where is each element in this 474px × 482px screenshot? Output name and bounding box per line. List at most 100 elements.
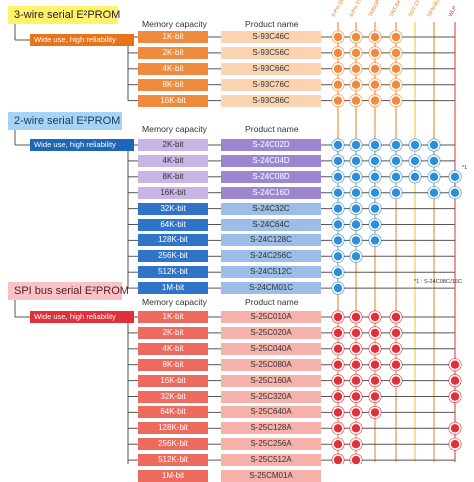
availability-dot [369, 63, 381, 75]
capacity-cell: 1M-bit [138, 282, 208, 295]
availability-dot [350, 406, 362, 419]
availability-dot-ring [389, 170, 403, 184]
availability-dot [350, 234, 362, 247]
availability-dot-ring [349, 453, 363, 464]
family-title-0: 3-wire serial E²PROM [8, 6, 120, 24]
availability-dot [350, 94, 362, 107]
availability-dot-ring [448, 170, 462, 184]
availability-dot-ring [349, 62, 363, 76]
availability-dot-ring [349, 186, 363, 200]
capacity-cell: 64K-bit [138, 218, 208, 231]
product-name-cell: S-93C86C [221, 94, 321, 107]
availability-dot [369, 155, 381, 167]
capacity-cell: 256K-bit [138, 438, 208, 451]
availability-dot [369, 78, 381, 91]
availability-dot-ring [331, 218, 345, 232]
product-name-cell: S-24C02D [221, 139, 321, 151]
availability-dot-ring [368, 405, 382, 419]
availability-dot-ring [408, 154, 422, 168]
availability-dot [369, 47, 381, 59]
availability-dot [350, 438, 362, 451]
availability-dot-ring [368, 78, 382, 92]
availability-dot [369, 406, 381, 419]
availability-dot-ring [349, 202, 363, 216]
availability-dot-ring [331, 78, 345, 92]
availability-dot-ring [349, 342, 363, 356]
availability-dot [350, 202, 362, 215]
availability-dot [409, 139, 421, 151]
availability-dot-ring [427, 170, 441, 184]
availability-dot [332, 282, 344, 294]
availability-dot-ring [368, 138, 382, 152]
availability-dot-ring [331, 138, 345, 152]
availability-dot [350, 171, 362, 183]
product-name-cell: S-24CM01C [221, 282, 321, 295]
availability-dot-ring [331, 170, 345, 184]
availability-dot [449, 374, 461, 387]
availability-dot [390, 94, 402, 107]
footnote-mark: *1 [462, 165, 468, 171]
availability-dot-ring [448, 374, 462, 388]
availability-dot [332, 342, 344, 355]
availability-dot [369, 327, 381, 339]
availability-dot [390, 155, 402, 167]
availability-dot-ring [389, 78, 403, 92]
capacity-cell: 16K-bit [138, 374, 208, 387]
capacity-cell: 128K-bit [138, 234, 208, 247]
availability-dot [428, 171, 440, 183]
availability-dot [428, 155, 440, 167]
availability-dot [390, 31, 402, 43]
availability-dot-ring [368, 358, 382, 372]
availability-dot-ring [331, 186, 345, 200]
availability-dot [449, 358, 461, 371]
availability-dot [332, 390, 344, 403]
availability-dot-ring [368, 218, 382, 232]
availability-dot [350, 250, 362, 263]
product-name-cell: S-93C46C [221, 31, 321, 43]
availability-dot [332, 47, 344, 59]
availability-dot-ring [349, 170, 363, 184]
product-name-cell: S-24C16D [221, 186, 321, 199]
availability-dot-ring [389, 62, 403, 76]
availability-dot-ring [349, 233, 363, 247]
capacity-cell: 2K-bit [138, 46, 208, 59]
availability-dot-ring [331, 342, 345, 356]
product-name-cell: S-24C512C [221, 266, 321, 279]
availability-dot [332, 155, 344, 167]
availability-dot [350, 139, 362, 151]
product-name-cell: S-25C020A [221, 326, 321, 339]
availability-dot-ring [331, 405, 345, 419]
use-label-0: Wide use, high reliability [30, 34, 134, 46]
availability-dot [390, 63, 402, 75]
availability-dot-ring [349, 46, 363, 60]
availability-dot [390, 342, 402, 355]
availability-dot [409, 155, 421, 167]
availability-dot-ring [331, 202, 345, 216]
capacity-cell: 512K-bit [138, 454, 208, 467]
capacity-cell: 32K-bit [138, 202, 208, 215]
availability-dot [369, 390, 381, 403]
availability-dot [332, 202, 344, 215]
availability-dot [332, 454, 344, 464]
product-name-cell: S-24C32C [221, 202, 321, 215]
availability-dot [350, 218, 362, 231]
availability-dot-ring [389, 154, 403, 168]
product-name-cell: S-24C08D [221, 170, 321, 183]
capacity-cell: 4K-bit [138, 342, 208, 355]
availability-dot-ring [368, 154, 382, 168]
availability-dot-ring [389, 30, 403, 44]
availability-dot-ring [389, 46, 403, 60]
availability-dot-ring [349, 218, 363, 232]
availability-dot-ring [331, 94, 345, 108]
availability-dot-ring [331, 389, 345, 403]
availability-dot [332, 438, 344, 451]
availability-dot-ring [389, 138, 403, 152]
family-title-1: 2-wire serial E²PROM [8, 112, 122, 130]
availability-dot-ring [368, 94, 382, 108]
availability-dot-ring [349, 138, 363, 152]
availability-dot-ring [448, 358, 462, 372]
availability-dot-ring [448, 186, 462, 200]
availability-dot-ring [389, 342, 403, 356]
availability-dot-ring [349, 78, 363, 92]
availability-dot [390, 374, 402, 387]
